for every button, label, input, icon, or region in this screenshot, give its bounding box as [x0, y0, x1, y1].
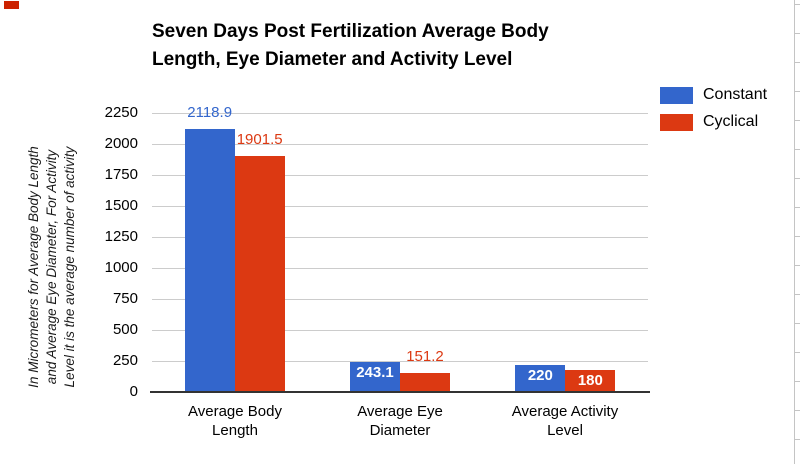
y-tick-label-250: 250	[112, 352, 138, 369]
y-axis-title-line-2: and Average Eye Diameter, For Activity	[44, 149, 59, 385]
y-gridline-1500	[152, 206, 648, 207]
y-tick-label-2250: 2250	[104, 104, 138, 121]
chart-title: Seven Days Post Fertilization Average Bo…	[152, 18, 652, 74]
y-axis-title-line-3: Level it is the average number of activi…	[62, 146, 77, 388]
y-axis-title: In Micrometers for Average Body Length a…	[25, 77, 85, 457]
legend-item-cyclical[interactable]: Cyclical	[660, 113, 767, 131]
chart-title-line-2: Length, Eye Diameter and Activity Level	[152, 49, 513, 70]
legend-label-constant: Constant	[703, 86, 768, 103]
bar-constant-2[interactable]	[350, 362, 400, 392]
spreadsheet-row-gridline	[794, 91, 800, 92]
y-tick-label-1500: 1500	[104, 197, 138, 214]
legend-item-constant[interactable]: Constant	[660, 86, 767, 104]
y-gridline-2250	[152, 113, 648, 114]
bar-value-label-cyclical-1: 1901.5	[236, 131, 283, 148]
y-gridline-1000	[152, 268, 648, 269]
bar-value-label-constant-2: 243.1	[356, 364, 394, 381]
x-category-label-eye-diameter: Average Eye Diameter	[357, 403, 443, 439]
y-tick-label-0: 0	[129, 383, 138, 400]
y-tick-label-1750: 1750	[104, 166, 138, 183]
spreadsheet-row-gridline	[794, 149, 800, 150]
legend-swatch-cyclical	[660, 113, 693, 131]
chart-title-line-1: Seven Days Post Fertilization Average Bo…	[152, 21, 549, 42]
bar-constant-3[interactable]	[515, 365, 566, 392]
chart-legend: Constant Cyclical	[660, 86, 767, 140]
y-gridline-500	[152, 330, 648, 331]
bar-value-label-cyclical-3: 180	[577, 372, 603, 389]
y-tick-label-1000: 1000	[104, 259, 138, 276]
y-gridline-1750	[152, 175, 648, 176]
x-axis-baseline	[150, 391, 650, 393]
y-gridline-750	[152, 299, 648, 300]
screen-corner-marker	[4, 1, 19, 9]
bar-value-label-constant-3: 220	[527, 367, 553, 384]
bar-constant-1[interactable]	[184, 129, 235, 392]
legend-label-cyclical: Cyclical	[703, 113, 759, 130]
bar-cyclical-1[interactable]	[234, 156, 285, 392]
legend-swatch-constant	[660, 86, 693, 104]
spreadsheet-row-gridline	[794, 33, 800, 34]
spreadsheet-row-gridline	[794, 352, 800, 353]
bar-cyclical-3[interactable]	[565, 370, 616, 392]
spreadsheet-row-gridline	[794, 236, 800, 237]
spreadsheet-row-gridline	[794, 323, 800, 324]
y-tick-label-500: 500	[112, 321, 138, 338]
spreadsheet-row-gridline	[794, 410, 800, 411]
spreadsheet-row-gridline	[794, 381, 800, 382]
spreadsheet-row-gridline	[794, 120, 800, 121]
y-gridline-250	[152, 361, 648, 362]
y-gridline-2000	[152, 144, 648, 145]
spreadsheet-row-gridline	[794, 62, 800, 63]
spreadsheet-row-gridline	[794, 439, 800, 440]
spreadsheet-row-gridline	[794, 294, 800, 295]
x-category-label-body-length: Average Body Length	[188, 403, 282, 439]
x-category-label-activity-level: Average Activity Level	[511, 403, 619, 439]
y-gridline-1250	[152, 237, 648, 238]
bar-cyclical-2[interactable]	[400, 373, 450, 392]
y-tick-label-750: 750	[112, 290, 138, 307]
bar-value-label-cyclical-2: 151.2	[406, 348, 444, 365]
spreadsheet-row-gridline	[794, 4, 800, 5]
spreadsheet-row-gridline	[794, 178, 800, 179]
spreadsheet-row-gridline	[794, 265, 800, 266]
y-tick-label-1250: 1250	[104, 228, 138, 245]
y-tick-label-2000: 2000	[104, 135, 138, 152]
y-axis-title-line-1: In Micrometers for Average Body Length	[26, 146, 41, 388]
spreadsheet-column-gridline	[794, 0, 795, 464]
bar-value-label-constant-1: 2118.9	[187, 104, 233, 121]
spreadsheet-row-gridline	[794, 207, 800, 208]
